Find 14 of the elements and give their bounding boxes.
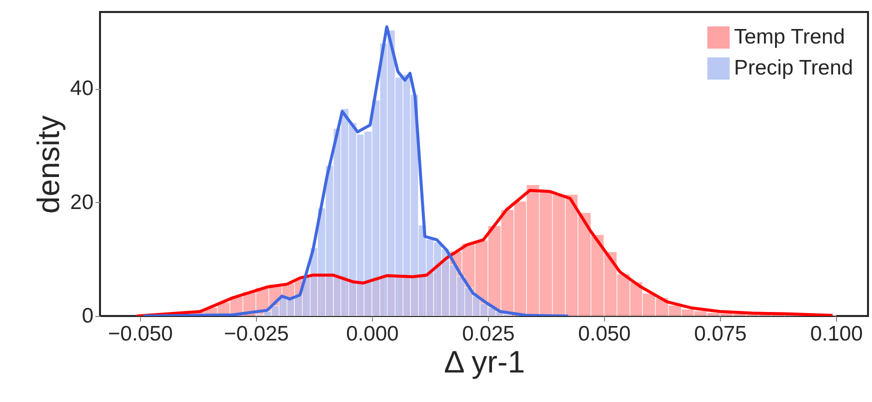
x-tick-label: 0.025 [462, 322, 515, 346]
y-tick-label: 20 [70, 190, 94, 214]
x-tick-label: 0.050 [578, 322, 631, 346]
legend-label: Precip Trend [734, 56, 854, 80]
x-tick-label: 0.100 [810, 322, 863, 346]
x-tick-label: −0.050 [108, 322, 173, 346]
x-tick-label: 0.075 [694, 322, 747, 346]
y-tick-label: 40 [70, 77, 94, 100]
x-tick-label: −0.025 [224, 322, 289, 346]
x-axis-title: Δ yr-1 [444, 344, 525, 380]
y-axis-title: density [31, 114, 66, 214]
legend-label: Temp Trend [734, 26, 845, 48]
y-tick-label: 0 [82, 304, 94, 328]
x-tick-label: 0.000 [346, 322, 399, 346]
